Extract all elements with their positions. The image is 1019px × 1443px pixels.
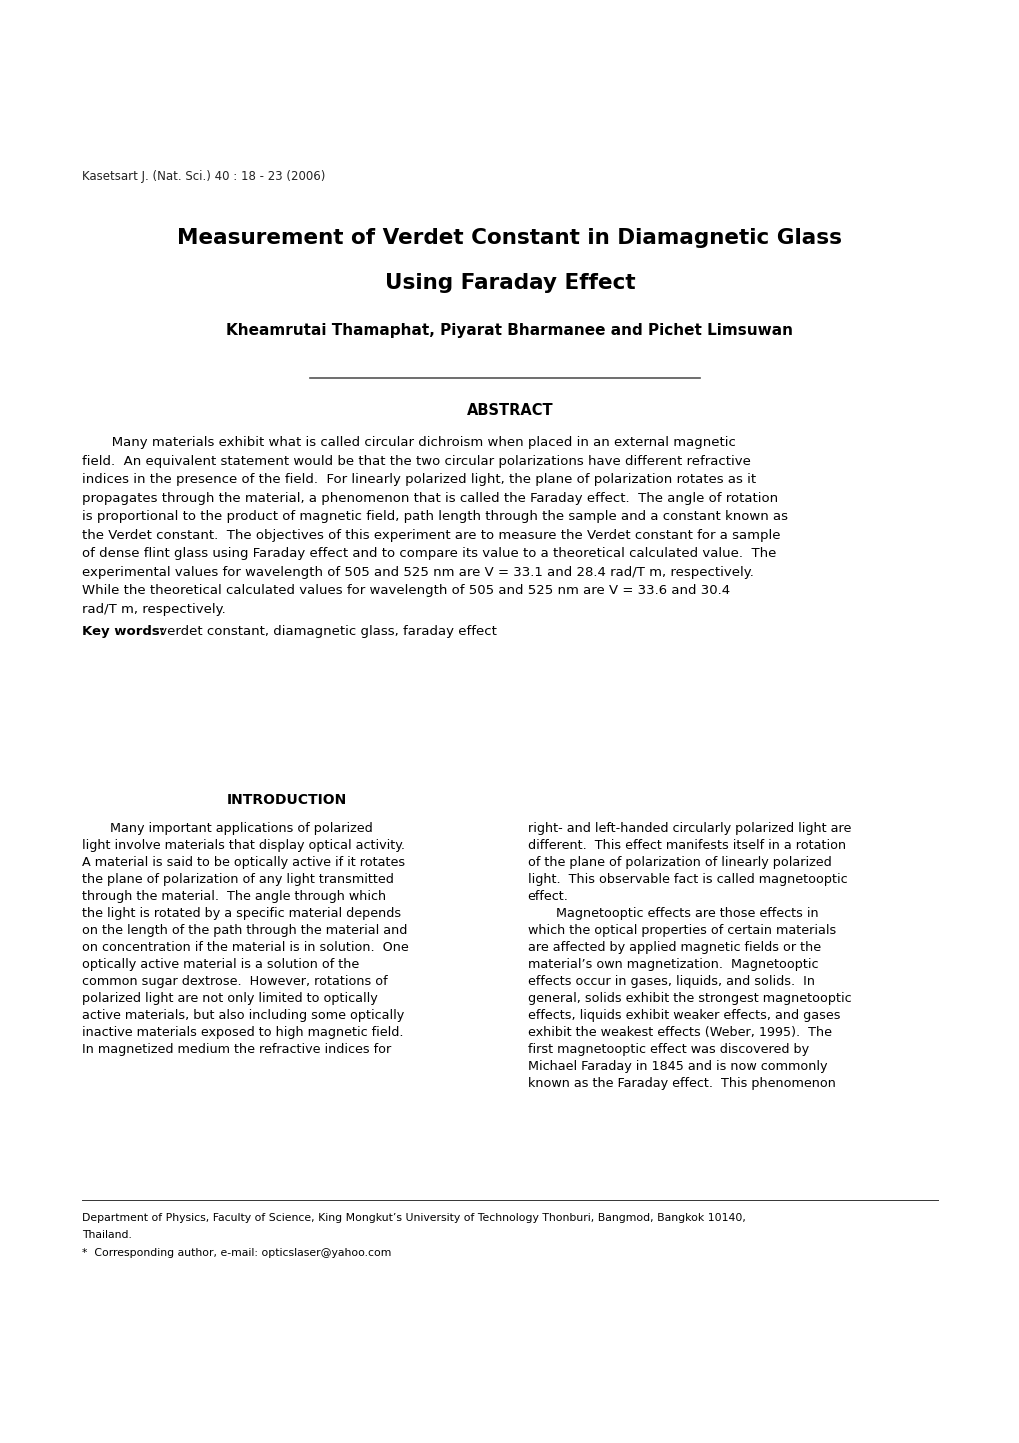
Text: In magnetized medium the refractive indices for: In magnetized medium the refractive indi… (82, 1043, 391, 1056)
Text: is proportional to the product of magnetic field, path length through the sample: is proportional to the product of magnet… (82, 509, 788, 522)
Text: Kheamrutai Thamaphat, Piyarat Bharmanee and Pichet Limsuwan: Kheamrutai Thamaphat, Piyarat Bharmanee … (226, 323, 793, 338)
Text: *  Corresponding author, e-mail: opticslaser@yahoo.com: * Corresponding author, e-mail: opticsla… (82, 1248, 391, 1258)
Text: light.  This observable fact is called magnetooptic: light. This observable fact is called ma… (527, 873, 847, 886)
Text: of the plane of polarization of linearly polarized: of the plane of polarization of linearly… (527, 856, 830, 869)
Text: different.  This effect manifests itself in a rotation: different. This effect manifests itself … (527, 838, 845, 851)
Text: Using Faraday Effect: Using Faraday Effect (384, 273, 635, 293)
Text: exhibit the weakest effects (Weber, 1995).  The: exhibit the weakest effects (Weber, 1995… (527, 1026, 830, 1039)
Text: While the theoretical calculated values for wavelength of 505 and 525 nm are V =: While the theoretical calculated values … (82, 584, 730, 597)
Text: the plane of polarization of any light transmitted: the plane of polarization of any light t… (82, 873, 393, 886)
Text: through the material.  The angle through which: through the material. The angle through … (82, 890, 386, 903)
Text: Key words:: Key words: (82, 625, 165, 638)
Text: indices in the presence of the field.  For linearly polarized light, the plane o: indices in the presence of the field. Fo… (82, 473, 755, 486)
Text: optically active material is a solution of the: optically active material is a solution … (82, 958, 359, 971)
Text: Michael Faraday in 1845 and is now commonly: Michael Faraday in 1845 and is now commo… (527, 1061, 826, 1074)
Text: verdet constant, diamagnetic glass, faraday effect: verdet constant, diamagnetic glass, fara… (155, 625, 496, 638)
Text: the light is rotated by a specific material depends: the light is rotated by a specific mater… (82, 908, 400, 921)
Text: known as the Faraday effect.  This phenomenon: known as the Faraday effect. This phenom… (527, 1076, 835, 1089)
Text: Measurement of Verdet Constant in Diamagnetic Glass: Measurement of Verdet Constant in Diamag… (177, 228, 842, 248)
Text: on the length of the path through the material and: on the length of the path through the ma… (82, 924, 407, 937)
Text: effects occur in gases, liquids, and solids.  In: effects occur in gases, liquids, and sol… (527, 975, 814, 988)
Text: Department of Physics, Faculty of Science, King Mongkut’s University of Technolo: Department of Physics, Faculty of Scienc… (82, 1214, 745, 1224)
Text: general, solids exhibit the strongest magnetooptic: general, solids exhibit the strongest ma… (527, 991, 850, 1004)
Text: field.  An equivalent statement would be that the two circular polarizations hav: field. An equivalent statement would be … (82, 455, 750, 468)
Text: effect.: effect. (527, 890, 568, 903)
Text: A material is said to be optically active if it rotates: A material is said to be optically activ… (82, 856, 405, 869)
Text: are affected by applied magnetic fields or the: are affected by applied magnetic fields … (527, 941, 820, 954)
Text: Many materials exhibit what is called circular dichroism when placed in an exter: Many materials exhibit what is called ci… (82, 436, 735, 449)
Text: Many important applications of polarized: Many important applications of polarized (82, 823, 372, 835)
Text: rad/T m, respectively.: rad/T m, respectively. (82, 603, 225, 616)
Text: right- and left-handed circularly polarized light are: right- and left-handed circularly polari… (527, 823, 850, 835)
Text: experimental values for wavelength of 505 and 525 nm are V = 33.1 and 28.4 rad/T: experimental values for wavelength of 50… (82, 566, 753, 579)
Text: effects, liquids exhibit weaker effects, and gases: effects, liquids exhibit weaker effects,… (527, 1009, 840, 1022)
Text: active materials, but also including some optically: active materials, but also including som… (82, 1009, 404, 1022)
Text: INTRODUCTION: INTRODUCTION (227, 794, 347, 807)
Text: propagates through the material, a phenomenon that is called the Faraday effect.: propagates through the material, a pheno… (82, 492, 777, 505)
Text: common sugar dextrose.  However, rotations of: common sugar dextrose. However, rotation… (82, 975, 387, 988)
Text: Magnetooptic effects are those effects in: Magnetooptic effects are those effects i… (527, 908, 817, 921)
Text: inactive materials exposed to high magnetic field.: inactive materials exposed to high magne… (82, 1026, 404, 1039)
Text: on concentration if the material is in solution.  One: on concentration if the material is in s… (82, 941, 409, 954)
Text: ABSTRACT: ABSTRACT (467, 403, 552, 418)
Text: Thailand.: Thailand. (82, 1229, 131, 1240)
Text: Kasetsart J. (Nat. Sci.) 40 : 18 - 23 (2006): Kasetsart J. (Nat. Sci.) 40 : 18 - 23 (2… (82, 170, 325, 183)
Text: polarized light are not only limited to optically: polarized light are not only limited to … (82, 991, 377, 1004)
Text: light involve materials that display optical activity.: light involve materials that display opt… (82, 838, 405, 851)
Text: of dense flint glass using Faraday effect and to compare its value to a theoreti: of dense flint glass using Faraday effec… (82, 547, 775, 560)
Text: the Verdet constant.  The objectives of this experiment are to measure the Verde: the Verdet constant. The objectives of t… (82, 528, 780, 541)
Text: first magnetooptic effect was discovered by: first magnetooptic effect was discovered… (527, 1043, 808, 1056)
Text: which the optical properties of certain materials: which the optical properties of certain … (527, 924, 835, 937)
Text: material’s own magnetization.  Magnetooptic: material’s own magnetization. Magnetoopt… (527, 958, 817, 971)
